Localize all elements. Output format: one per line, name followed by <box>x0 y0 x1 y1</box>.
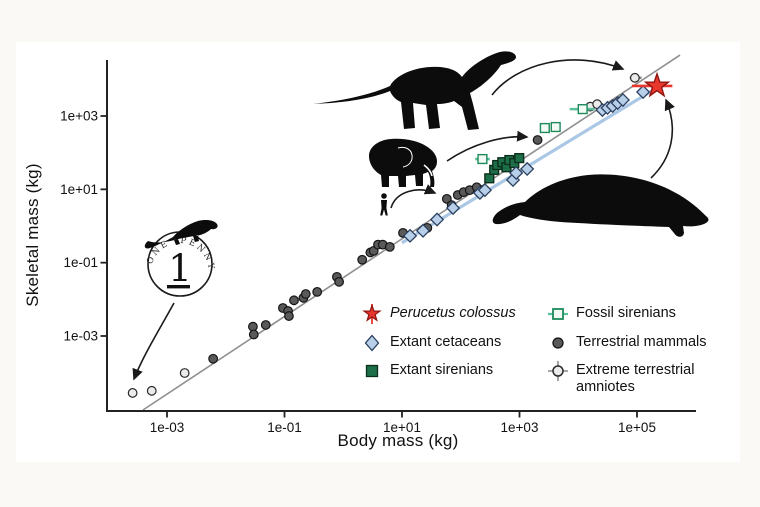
diamond-icon <box>364 334 380 352</box>
arrow-sauropod-to-point <box>491 59 625 96</box>
legend-item-extant-cetaceans: Extant cetaceans <box>361 332 501 354</box>
x-tick-label: 1e+03 <box>501 420 539 435</box>
point <box>146 385 157 396</box>
y-tick-label: 1e-01 <box>63 255 98 270</box>
point <box>289 295 299 306</box>
arrow-elephant-to-point <box>446 130 529 162</box>
point <box>477 153 488 165</box>
point <box>577 104 588 115</box>
point <box>248 329 259 340</box>
annotation-arrows <box>132 59 675 381</box>
legend-label: Terrestrial mammals <box>576 334 707 350</box>
point <box>415 223 431 238</box>
star-icon <box>362 303 382 324</box>
legend-item-perucetus: Perucetus colossus <box>361 303 516 325</box>
point <box>514 153 525 164</box>
y-tick-label: 1e+01 <box>60 182 98 197</box>
point <box>441 193 452 204</box>
open-square-icon <box>548 308 568 320</box>
y-tick-label: 1e-03 <box>63 329 98 344</box>
silhouettes: ONE PENNY 1 <box>144 51 709 297</box>
x-tick-label: 1e-03 <box>150 420 185 435</box>
point <box>509 165 524 181</box>
point <box>127 388 138 398</box>
series-extant-sirenians <box>484 153 525 184</box>
point <box>429 212 445 227</box>
point <box>402 228 418 243</box>
point <box>284 311 294 321</box>
sauropod-silhouette-icon <box>313 51 516 130</box>
arrow-human-to-point <box>390 184 437 209</box>
x-tick-label: 1e-01 <box>267 420 302 435</box>
point <box>643 71 671 98</box>
axes <box>106 60 696 412</box>
point <box>445 200 461 216</box>
point <box>384 241 395 252</box>
legend-label: Extant cetaceans <box>390 334 502 350</box>
human-silhouette-icon <box>381 193 387 199</box>
circle-icon <box>552 337 564 349</box>
point <box>248 321 258 332</box>
y-axis-label: Skeletal mass (kg) <box>23 163 42 307</box>
human-silhouette-body <box>380 200 388 216</box>
y-tick-label: 1e+03 <box>60 109 98 124</box>
point <box>539 122 550 134</box>
coin-digit: 1 <box>168 247 192 290</box>
series-fossil-sirenians <box>475 104 595 165</box>
series-extreme-terrestrial-amniotes <box>127 72 642 398</box>
point <box>484 173 495 184</box>
elephant-ear-line <box>397 146 413 168</box>
point <box>300 289 311 299</box>
lizard-silhouette-icon <box>144 220 218 249</box>
elephant-silhouette-icon <box>369 138 437 187</box>
point <box>312 286 323 297</box>
legend-item-extreme-amniotes: Extreme terrestrial amniotes <box>547 360 737 395</box>
point <box>179 368 190 378</box>
point <box>629 72 640 83</box>
legend-item-extant-sirenians: Extant sirenians <box>361 360 493 382</box>
x-tick-label: 1e+05 <box>618 420 656 435</box>
data-points <box>127 71 673 398</box>
coin-digit-underline <box>167 285 190 289</box>
series-perucetus-colossus <box>631 71 673 98</box>
legend-item-fossil-sirenians: Fossil sirenians <box>547 303 676 325</box>
point <box>477 183 493 198</box>
x-axis-label: Body mass (kg) <box>337 431 459 450</box>
point <box>260 320 271 330</box>
x-tick-label: 1e+01 <box>383 420 421 435</box>
legend-label: Fossil sirenians <box>576 305 676 321</box>
point <box>550 121 561 133</box>
legend-item-terrestrial-mammals: Terrestrial mammals <box>547 332 707 354</box>
point <box>520 161 535 177</box>
legend-label: Perucetus colossus <box>390 305 516 321</box>
point <box>334 276 345 287</box>
point <box>532 135 543 145</box>
square-icon <box>365 364 379 378</box>
point <box>635 84 651 100</box>
open-circle-icon <box>548 361 568 381</box>
point <box>615 92 631 108</box>
arrow-whale-to-star <box>650 98 675 179</box>
legend-label: Extant sirenians <box>390 362 494 378</box>
point <box>208 353 219 364</box>
elephant-tusk-icon <box>423 164 433 177</box>
perucetus-whale-silhouette-icon <box>492 174 709 237</box>
axis-ticks: 1e-03 1e-01 1e+01 1e+03 1e+05 1e+03 1e+01 1e-01… <box>60 109 656 436</box>
point <box>357 254 368 265</box>
legend-label: Extreme terrestrial amniotes <box>576 362 695 395</box>
arrow-coin-to-smallest-amniote <box>132 302 175 381</box>
series-extant-cetaceans <box>402 84 651 243</box>
